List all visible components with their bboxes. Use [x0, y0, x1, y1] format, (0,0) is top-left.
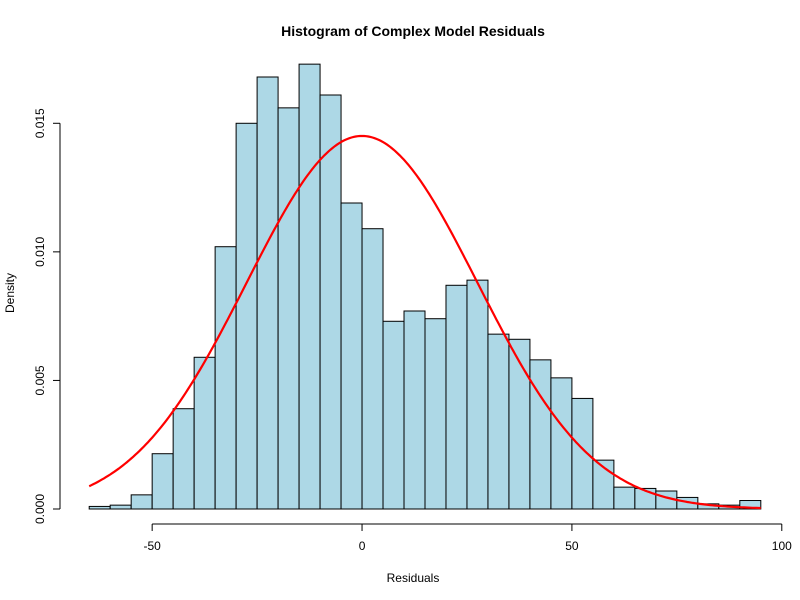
histogram-bar: [277, 107, 300, 510]
y-axis: 0.000 0.005 0.010 0.015: [33, 108, 61, 524]
histogram-bar: [571, 397, 594, 510]
normal-density-curve: [88, 134, 761, 510]
histogram-bar: [403, 310, 426, 510]
histogram-bar: [88, 505, 111, 510]
histogram-bar: [235, 122, 258, 510]
x-tick-label: 0: [359, 539, 366, 553]
chart-title: Histogram of Complex Model Residuals: [281, 23, 545, 39]
histogram-bar: [424, 318, 447, 510]
y-tick-label: 0.005: [33, 365, 47, 395]
y-tick-label: 0.010: [33, 237, 47, 267]
x-tick-label: -50: [143, 539, 161, 553]
histogram-bar: [172, 408, 195, 510]
x-tick-label: 100: [772, 539, 792, 553]
histogram-bar: [214, 246, 237, 510]
x-tick-label: 50: [565, 539, 579, 553]
histogram-bar: [592, 459, 615, 510]
histogram-bar: [529, 359, 552, 510]
histogram-bar: [109, 504, 132, 510]
histogram-bar: [256, 76, 279, 510]
histogram-bar: [130, 494, 153, 510]
histogram-bar: [445, 284, 468, 510]
histogram-bar: [487, 333, 510, 510]
y-tick-label: 0.000: [33, 494, 47, 524]
histogram-bar: [382, 320, 405, 510]
x-axis-label: Residuals: [387, 571, 440, 585]
histogram-bars: [88, 63, 762, 510]
x-axis: -50 0 50 100: [143, 523, 792, 553]
histogram-bar: [550, 377, 573, 510]
histogram-bar: [193, 356, 216, 510]
histogram-bar: [508, 338, 531, 510]
histogram-bar: [298, 63, 321, 510]
histogram-bar: [361, 228, 384, 510]
histogram-bar: [340, 202, 363, 510]
histogram-bar: [739, 500, 762, 510]
y-axis-label: Density: [3, 273, 17, 313]
y-tick-label: 0.015: [33, 108, 47, 138]
histogram-bar: [151, 453, 174, 510]
histogram-bar: [613, 486, 636, 510]
histogram-bar: [466, 279, 489, 510]
